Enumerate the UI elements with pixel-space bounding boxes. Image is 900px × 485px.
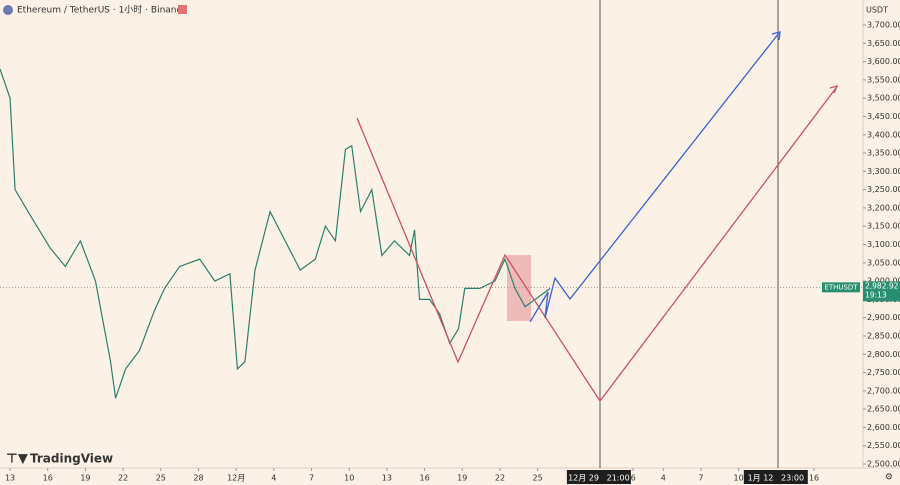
price-label: 2,982.92 <box>865 281 899 290</box>
y-unit: USDT <box>866 6 888 15</box>
y-tick-label: 3,000.00 <box>867 277 900 286</box>
brand-logo: TradingView <box>30 452 113 466</box>
y-tick-label: 2,500.00 <box>867 460 900 469</box>
x-tick-label: 7 <box>309 474 314 483</box>
x-tick-label: 4 <box>661 474 666 483</box>
time-marker-label: 12月 29 21:00 <box>568 474 630 483</box>
x-tick-label: 16 <box>419 474 429 483</box>
x-tick-label: 16 <box>809 474 819 483</box>
y-tick-label: 2,550.00 <box>867 441 900 450</box>
y-tick-label: 3,250.00 <box>867 185 900 194</box>
y-tick-label: 3,350.00 <box>867 149 900 158</box>
y-tick-label: 2,800.00 <box>867 350 900 359</box>
arrow-head <box>829 84 839 94</box>
x-tick-label: 7 <box>698 474 703 483</box>
chart-title: Ethereum / TetherUS · 1小时 · Binance <box>17 4 187 16</box>
x-tick-label: 16 <box>43 474 53 483</box>
y-tick-label: 3,150.00 <box>867 222 900 231</box>
brand-logo-mark: ⊤▼ <box>6 452 28 467</box>
y-tick-label: 2,700.00 <box>867 386 900 395</box>
x-tick-label: 25 <box>533 474 543 483</box>
symbol-label: ETHUSDT <box>824 283 858 291</box>
y-tick-label: 2,850.00 <box>867 331 900 340</box>
x-tick-label: 25 <box>156 474 166 483</box>
y-tick-label: 3,200.00 <box>867 203 900 212</box>
y-tick-label: 3,450.00 <box>867 112 900 121</box>
blue-projection <box>529 32 780 323</box>
x-tick-label: 22 <box>495 474 505 483</box>
y-tick-label: 3,650.00 <box>867 39 900 48</box>
symbol-icon <box>3 5 13 15</box>
time-marker-box <box>566 470 631 484</box>
x-tick-label: 22 <box>118 474 128 483</box>
y-tick-label: 2,600.00 <box>867 423 900 432</box>
y-tick-label: 3,600.00 <box>867 57 900 66</box>
settings-icon[interactable]: ⚙ <box>885 473 893 483</box>
y-tick-label: 2,900.00 <box>867 313 900 322</box>
highlight-box <box>507 255 531 321</box>
y-tick-label: 2,750.00 <box>867 368 900 377</box>
x-tick-label: 6 <box>631 474 636 483</box>
symbol-box <box>822 282 860 293</box>
price-line <box>0 68 551 399</box>
countdown-label: 19:13 <box>865 290 887 299</box>
y-tick-label: 3,700.00 <box>867 21 900 30</box>
y-tick-label: 2,650.00 <box>867 405 900 414</box>
y-tick-label: 3,300.00 <box>867 167 900 176</box>
y-tick-label: 3,550.00 <box>867 75 900 84</box>
y-tick-label: 3,400.00 <box>867 130 900 139</box>
status-icon <box>178 5 187 14</box>
x-tick-label: 10 <box>734 474 744 483</box>
x-tick-label: 4 <box>271 474 276 483</box>
y-tick-label: 3,100.00 <box>867 240 900 249</box>
x-tick-label: 19 <box>457 474 467 483</box>
x-tick-label: 28 <box>193 474 203 483</box>
x-tick-label: 19 <box>80 474 90 483</box>
time-marker-box <box>743 470 808 484</box>
x-tick-label: 12月 <box>227 474 245 483</box>
arrow-head <box>771 31 781 41</box>
y-tick-label: 3,050.00 <box>867 258 900 267</box>
price-box <box>863 281 900 302</box>
x-tick-label: 13 <box>382 474 392 483</box>
red-projection <box>356 87 837 403</box>
y-tick-label: 3,500.00 <box>867 94 900 103</box>
time-marker-label: 1月 12 23:00 <box>748 474 805 483</box>
x-tick-label: 10 <box>344 474 354 483</box>
x-tick-label: 13 <box>5 474 15 483</box>
